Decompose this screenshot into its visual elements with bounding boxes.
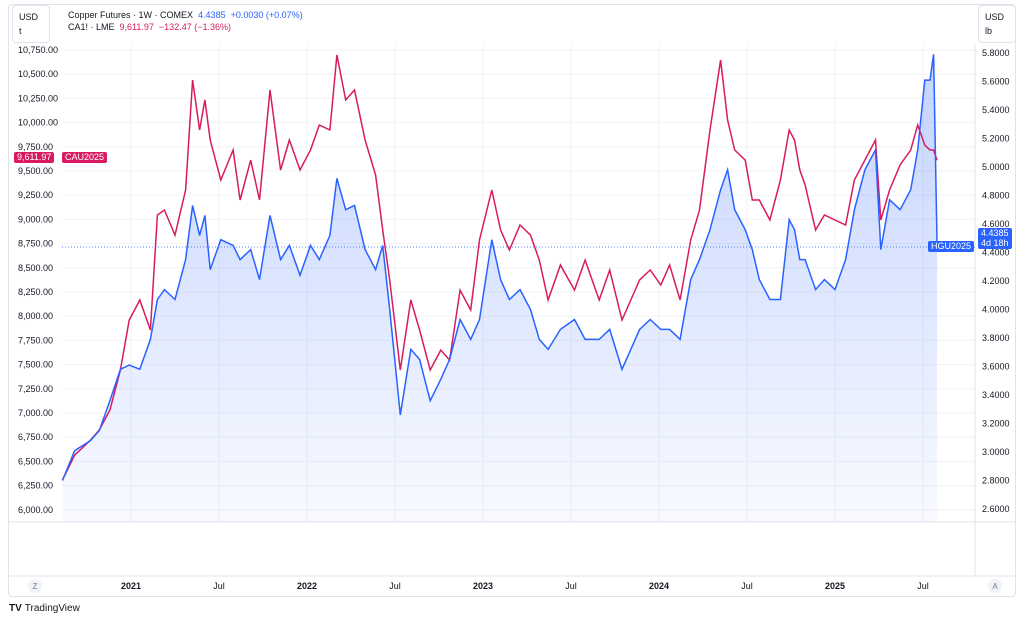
time-tick-label: Jul	[565, 581, 577, 591]
time-tick-label: 2021	[121, 581, 141, 591]
right-tick-label: 3.2000	[982, 419, 1010, 429]
left-tick-label: 7,750.00	[18, 335, 53, 345]
left-tick-label: 7,250.00	[18, 384, 53, 394]
left-tick-label: 7,000.00	[18, 408, 53, 418]
red-symbol-tag: CAU2025	[62, 152, 108, 163]
time-tick-label: 2023	[473, 581, 493, 591]
blue-area-fill	[62, 54, 938, 523]
left-tick-label: 8,250.00	[18, 287, 53, 297]
blue-symbol-tag: HGU2025	[927, 241, 974, 252]
left-tick-label: 9,000.00	[18, 214, 53, 224]
legend: Copper Futures · 1W · COMEX 4.4385 +0.00…	[68, 9, 303, 33]
right-tick-label: 4.6000	[982, 219, 1010, 229]
right-tick-label: 4.2000	[982, 276, 1010, 286]
time-tick-label: Jul	[917, 581, 929, 591]
time-tick-label: 2024	[649, 581, 669, 591]
time-tick-label: Jul	[389, 581, 401, 591]
time-tick-label: Jul	[213, 581, 225, 591]
tradingview-logo[interactable]: TV TradingView	[9, 603, 80, 614]
left-tick-label: 8,000.00	[18, 311, 53, 321]
left-tick-label: 9,750.00	[18, 142, 53, 152]
right-tick-label: 5.6000	[982, 77, 1010, 87]
left-tick-label: 10,000.00	[18, 118, 58, 128]
right-tick-label: 2.6000	[982, 504, 1010, 514]
left-tick-label: 9,250.00	[18, 190, 53, 200]
time-tick-label: Jul	[741, 581, 753, 591]
right-tick-label: 5.0000	[982, 162, 1010, 172]
a-button[interactable]	[988, 579, 1002, 593]
right-tick-label: 3.8000	[982, 333, 1010, 343]
z-button-label: Z	[33, 582, 38, 591]
left-tick-label: 10,750.00	[18, 45, 58, 55]
right-tick-label: 5.2000	[982, 134, 1010, 144]
z-button[interactable]	[28, 579, 42, 593]
right-currency: USD	[985, 12, 1005, 22]
right-tick-label: 5.4000	[982, 105, 1010, 115]
a-button-label: A	[992, 582, 998, 591]
left-tick-label: 9,500.00	[18, 166, 53, 176]
comex-series-line	[61, 54, 938, 481]
left-unit: t	[19, 26, 22, 36]
right-unit-selector[interactable]: USD lb	[978, 5, 1016, 43]
blue-price-tag: 4.4385 4d 18h	[978, 228, 1012, 249]
countdown: 4d 18h	[981, 238, 1009, 248]
left-unit-selector[interactable]: USD t	[12, 5, 50, 43]
tv-logo-icon: TV	[9, 603, 22, 614]
legend-main[interactable]: Copper Futures · 1W · COMEX 4.4385 +0.00…	[68, 10, 303, 20]
left-currency: USD	[19, 12, 39, 22]
right-tick-label: 4.8000	[982, 191, 1010, 201]
right-tick-label: 3.6000	[982, 362, 1010, 372]
right-tick-label: 2.8000	[982, 476, 1010, 486]
right-tick-label: 3.4000	[982, 390, 1010, 400]
left-tick-label: 8,750.00	[18, 239, 53, 249]
right-tick-label: 4.0000	[982, 305, 1010, 315]
time-tick-label: 2025	[825, 581, 845, 591]
left-tick-label: 7,500.00	[18, 360, 53, 370]
right-tick-label: 4.4000	[982, 248, 1010, 258]
right-unit: lb	[985, 26, 993, 36]
red-price-tag: 9,611.97	[14, 152, 55, 163]
left-tick-label: 10,500.00	[18, 69, 58, 79]
legend-compare[interactable]: CA1! · LME 9,611.97 −132.47 (−1.36%)	[68, 22, 231, 32]
chart-frame	[8, 4, 1016, 597]
left-tick-label: 6,500.00	[18, 456, 53, 466]
time-tick-label: 2022	[297, 581, 317, 591]
left-tick-label: 6,000.00	[18, 505, 53, 515]
left-tick-label: 10,250.00	[18, 93, 58, 103]
left-tick-label: 6,750.00	[18, 432, 53, 442]
left-tick-label: 6,250.00	[18, 481, 53, 491]
right-tick-label: 5.8000	[982, 48, 1010, 58]
lme-series-line	[61, 54, 938, 481]
right-tick-label: 3.0000	[982, 447, 1010, 457]
left-tick-label: 8,500.00	[18, 263, 53, 273]
